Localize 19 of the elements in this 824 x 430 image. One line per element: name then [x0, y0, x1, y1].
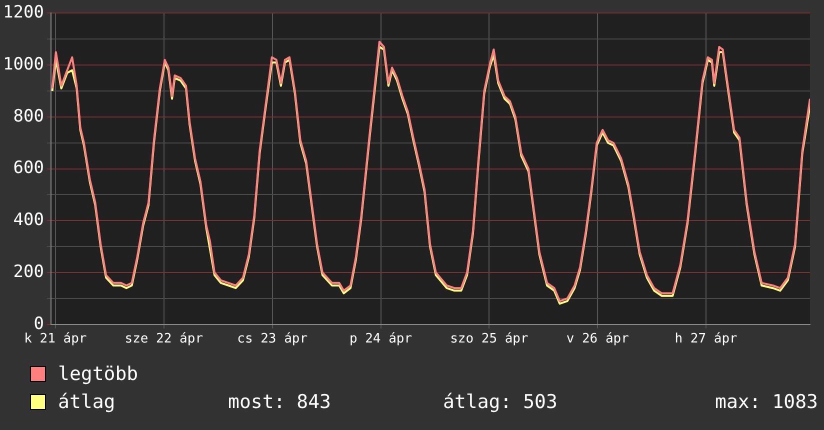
y-tick-label: 0 [34, 314, 44, 334]
x-tick-label: p 24 ápr [349, 332, 412, 347]
text: max: 1083 [714, 391, 818, 413]
y-tick-label: 800 [13, 106, 44, 126]
x-tick-label: v 26 ápr [566, 332, 630, 347]
y-tick-label: 1000 [2, 54, 44, 74]
x-tick-label: cs 23 ápr [237, 332, 308, 347]
x-tick-label: h 27 ápr [674, 332, 738, 347]
x-tick-label: k 21 ápr [24, 332, 87, 347]
text: most: 843 [228, 391, 332, 413]
y-tick-label: 600 [13, 158, 44, 178]
y-tick-label: 200 [13, 262, 44, 282]
text: átlag: 503 [443, 391, 558, 413]
x-tick-label: sze 22 ápr [124, 332, 204, 347]
legend-label: legtöbb [58, 363, 140, 385]
y-tick-label: 1200 [2, 2, 44, 23]
x-tick-label: szo 25 ápr [450, 332, 529, 347]
y-tick-label: 400 [13, 210, 44, 230]
legend-label: átlag [58, 391, 116, 413]
